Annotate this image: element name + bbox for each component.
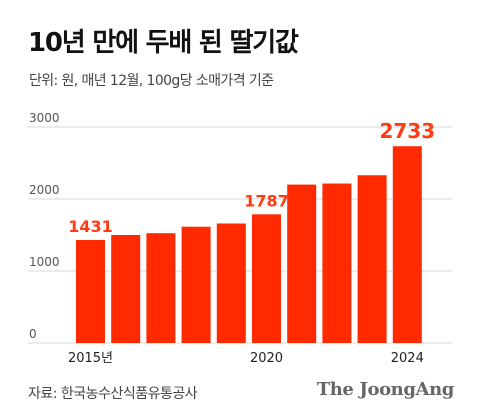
- bar: [252, 214, 281, 343]
- bar: [287, 184, 317, 343]
- bar: [111, 235, 141, 343]
- x-tick-label: 2015년: [68, 351, 113, 366]
- bar: [216, 223, 246, 343]
- bar: [357, 175, 387, 343]
- bar: [181, 226, 211, 343]
- bar: [322, 183, 352, 343]
- x-tick-label: 2024: [391, 351, 424, 366]
- bar: [76, 239, 105, 343]
- y-tick-label: 3000: [29, 111, 60, 125]
- chart-subtitle: 단위: 원, 매년 12월, 100g당 소매가격 기준: [29, 73, 274, 89]
- y-tick-label: 0: [29, 327, 37, 341]
- source-note: 자료: 한국농수산식품유통공사: [28, 386, 198, 402]
- data-label: 1431: [68, 217, 113, 236]
- x-tick-label: 2020: [250, 351, 283, 366]
- y-tick-label: 1000: [29, 255, 60, 269]
- bar: [146, 233, 176, 343]
- brand-logo: The JoongAng: [316, 379, 455, 400]
- bar: [392, 146, 422, 343]
- data-label: 1787: [244, 191, 289, 210]
- chart-title: 10년 만에 두배 된 딸기값: [28, 28, 299, 58]
- data-label: 2733: [379, 119, 435, 143]
- y-tick-label: 2000: [29, 183, 60, 197]
